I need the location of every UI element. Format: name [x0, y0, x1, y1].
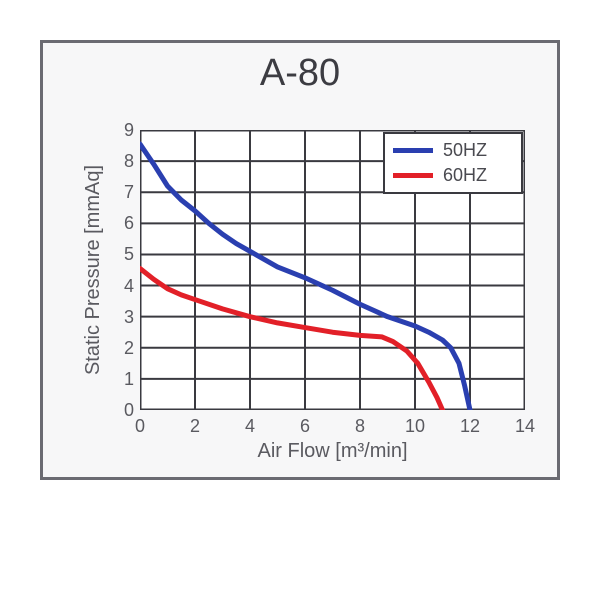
x-tick-label: 6	[285, 416, 325, 437]
y-tick-label: 4	[106, 276, 134, 297]
legend-swatch	[393, 148, 433, 153]
x-tick-label: 14	[505, 416, 545, 437]
y-tick-label: 1	[106, 369, 134, 390]
x-tick-label: 2	[175, 416, 215, 437]
legend-swatch	[393, 173, 433, 178]
y-tick-label: 8	[106, 151, 134, 172]
x-tick-label: 10	[395, 416, 435, 437]
legend: 50HZ 60HZ	[383, 132, 523, 194]
legend-item: 60HZ	[393, 165, 513, 186]
series-60HZ	[140, 268, 443, 410]
x-tick-label: 8	[340, 416, 380, 437]
chart-title: A-80	[40, 52, 560, 95]
y-tick-label: 2	[106, 338, 134, 359]
y-tick-label: 7	[106, 182, 134, 203]
x-tick-label: 4	[230, 416, 270, 437]
y-tick-label: 9	[106, 120, 134, 141]
x-tick-label: 12	[450, 416, 490, 437]
legend-label: 50HZ	[443, 140, 487, 161]
legend-label: 60HZ	[443, 165, 487, 186]
y-tick-label: 5	[106, 244, 134, 265]
y-tick-label: 0	[106, 400, 134, 421]
y-tick-label: 3	[106, 307, 134, 328]
x-axis-label: Air Flow [m³/min]	[140, 440, 525, 463]
y-axis-label: Static Pressure [mmAq]	[82, 130, 105, 410]
y-tick-label: 6	[106, 213, 134, 234]
legend-item: 50HZ	[393, 140, 513, 161]
